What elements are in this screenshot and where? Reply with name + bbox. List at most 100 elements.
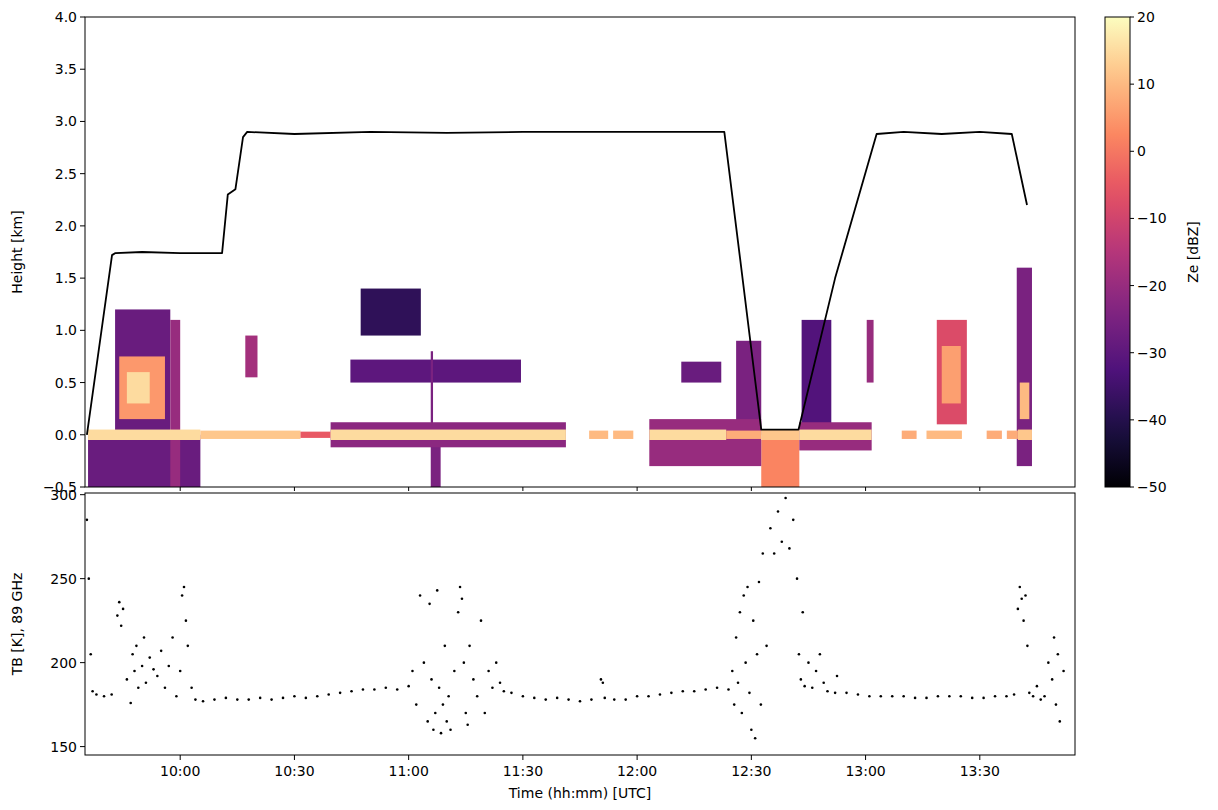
tb-point — [426, 720, 429, 723]
tb-point — [430, 678, 433, 681]
colorbar — [1105, 17, 1130, 487]
x-tick — [522, 487, 523, 491]
tb-point — [453, 670, 456, 673]
tb-point — [647, 695, 650, 698]
x-tick-label: 13:00 — [845, 763, 885, 779]
tb-point — [746, 586, 749, 589]
tb-point — [1018, 586, 1021, 589]
colorbar-tick-label: −10 — [1137, 210, 1167, 226]
tb-point — [819, 653, 822, 656]
tb-point — [247, 698, 250, 701]
tb-point — [682, 690, 685, 693]
tb-point — [91, 690, 94, 693]
tb-point — [160, 650, 163, 653]
x-tick — [294, 755, 295, 760]
tb-point — [727, 688, 730, 691]
tb-point — [440, 732, 443, 735]
tb-point — [293, 695, 296, 698]
y-tick-label: 250 — [50, 571, 77, 587]
x-tick — [865, 755, 866, 760]
colorbar-tick — [1130, 352, 1134, 353]
radar-cell — [431, 445, 441, 487]
tb-point — [982, 697, 985, 700]
tb-point — [624, 698, 627, 701]
x-tick — [637, 755, 638, 760]
tb-point — [748, 692, 751, 695]
tb-point — [798, 653, 801, 656]
tb-point — [187, 645, 190, 648]
tb-point — [815, 670, 818, 673]
radar-cell — [331, 422, 566, 447]
tb-plot — [86, 497, 1065, 740]
y-axis-title: TB [K], 89 GHz — [9, 573, 25, 677]
tb-point — [579, 700, 582, 703]
tb-point — [442, 703, 445, 706]
tb-point — [143, 636, 146, 639]
radar-cell — [902, 431, 917, 439]
tb-point — [190, 687, 193, 690]
radar-cell — [987, 431, 1002, 439]
colorbar-title: Ze [dBZ] — [1185, 221, 1201, 283]
radar-cell — [761, 430, 799, 440]
figure: −0.50.00.51.01.52.02.53.03.54.0Height [k… — [0, 0, 1218, 810]
tb-point — [544, 698, 547, 701]
colorbar-tick-label: −50 — [1137, 479, 1167, 495]
x-tick — [865, 487, 866, 491]
x-tick — [522, 755, 523, 760]
tb-point — [1020, 598, 1023, 601]
tb-point — [468, 645, 471, 648]
radar-cell — [649, 430, 726, 440]
plot-frame — [85, 17, 1075, 487]
tb-point — [959, 695, 962, 698]
tb-point — [704, 688, 707, 691]
radar-cell — [431, 351, 433, 424]
y-tick-label: 1.0 — [55, 322, 77, 338]
tb-point — [777, 510, 780, 513]
y-tick — [80, 382, 85, 383]
y-tick — [80, 225, 85, 226]
tb-point — [948, 695, 951, 698]
tb-point — [1036, 685, 1039, 688]
tb-point — [339, 692, 342, 695]
tb-point — [491, 687, 494, 690]
colorbar-tick-label: −20 — [1137, 278, 1167, 294]
x-tick — [180, 755, 181, 760]
tb-point — [510, 692, 513, 695]
tb-point — [164, 687, 167, 690]
tb-point — [522, 695, 525, 698]
tb-point — [419, 594, 422, 597]
colorbar-tick — [1130, 17, 1134, 18]
tb-point — [822, 681, 825, 684]
tb-point — [744, 661, 747, 664]
tb-point — [1022, 619, 1025, 622]
tb-point — [1028, 692, 1031, 695]
y-tick-label: 0.5 — [55, 375, 77, 391]
colorbar-tick — [1130, 151, 1134, 152]
y-tick-label: 300 — [50, 487, 77, 503]
tb-point — [183, 586, 186, 589]
tb-point — [472, 678, 475, 681]
tb-point — [731, 670, 734, 673]
tb-point — [225, 697, 228, 700]
tb-point — [122, 608, 125, 611]
tb-point — [1057, 653, 1060, 656]
y-tick — [80, 662, 85, 663]
tb-point — [994, 695, 997, 698]
y-tick-label: 3.5 — [55, 61, 77, 77]
x-tick — [751, 755, 752, 760]
tb-point — [282, 697, 285, 700]
tb-point — [411, 670, 414, 673]
radar-cell — [726, 431, 761, 439]
y-tick — [80, 434, 85, 435]
tb-point — [1043, 695, 1046, 698]
tb-point — [259, 697, 262, 700]
tb-point — [603, 697, 606, 700]
radar-cell — [1007, 431, 1018, 439]
flight-altitude — [87, 132, 1027, 435]
tb-point — [175, 695, 178, 698]
radar-cell — [115, 309, 170, 434]
tb-point — [800, 678, 803, 681]
y-tick-label: 1.5 — [55, 270, 77, 286]
tb-point — [396, 688, 399, 691]
tb-point — [636, 695, 639, 698]
